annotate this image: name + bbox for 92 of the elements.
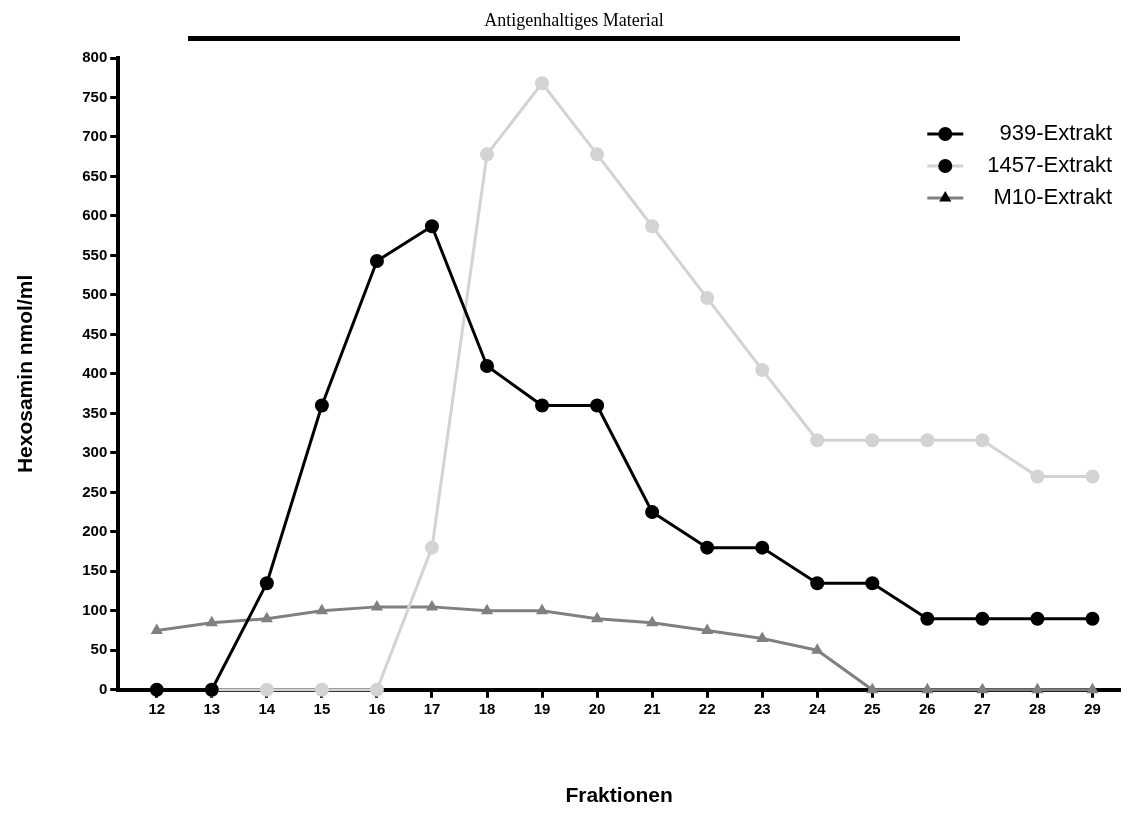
y-tick-label: 350 (82, 403, 108, 421)
point (866, 682, 879, 694)
x-tick-label: 27 (974, 699, 991, 717)
point (480, 147, 495, 162)
y-tick-label: 500 (82, 285, 108, 303)
point (865, 433, 880, 448)
text: Antigenhaltiges Material (484, 9, 664, 30)
point (920, 611, 935, 626)
x-tick-label: 24 (808, 699, 827, 717)
point (810, 433, 825, 448)
point (535, 398, 550, 413)
legend-label: 939-Extrakt (999, 120, 1112, 146)
point (424, 219, 439, 234)
point (480, 603, 494, 615)
legend-label: 1457-Extrakt (987, 152, 1112, 178)
point (755, 540, 770, 555)
y-axis-title: Hexosamin nmol/ml (13, 274, 37, 474)
y-tick-label: 400 (82, 364, 108, 382)
y-tick-label: 750 (82, 87, 108, 105)
point (205, 615, 218, 627)
x-tick-label: 21 (643, 699, 661, 717)
y-tick-label: 250 (82, 482, 108, 500)
point (369, 253, 384, 268)
point (811, 643, 824, 654)
point (976, 682, 989, 694)
y-tick-label: 650 (82, 166, 108, 184)
point (260, 611, 273, 623)
point (314, 682, 329, 697)
x-tick-label: 19 (533, 699, 551, 717)
x-tick-label: 22 (698, 699, 716, 717)
point (314, 398, 329, 413)
x-axis-title: Fraktionen (565, 783, 673, 807)
x-tick-label: 16 (368, 699, 386, 717)
point (480, 359, 495, 373)
x-tick-label: 17 (423, 699, 441, 717)
y-tick-label: 550 (82, 245, 108, 263)
point (865, 576, 880, 591)
point (756, 631, 769, 642)
point (646, 615, 659, 627)
point (700, 291, 715, 306)
x-tick-label: 18 (478, 699, 496, 717)
point (921, 682, 934, 694)
y-tick-label: 150 (82, 561, 108, 579)
y-tick-label: 100 (82, 600, 108, 618)
x-tick-label: 28 (1029, 699, 1046, 717)
point (1031, 682, 1044, 694)
point (370, 599, 383, 611)
point (975, 611, 990, 626)
point (150, 623, 163, 635)
x-tick-label: 12 (148, 699, 166, 717)
point (425, 599, 439, 611)
point (1030, 469, 1045, 484)
point (590, 398, 605, 413)
point (810, 576, 825, 591)
point (975, 433, 990, 448)
y-tick-label: 800 (82, 48, 108, 66)
y-tick-label: 200 (82, 521, 108, 539)
y-tick-label: 0 (98, 679, 108, 697)
point (149, 682, 164, 697)
x-tick-label: 14 (258, 699, 276, 717)
point (1085, 469, 1100, 484)
point (920, 433, 935, 448)
x-tick-label: 13 (203, 699, 221, 717)
point (259, 682, 274, 697)
point (424, 540, 439, 555)
point (645, 219, 660, 234)
point (535, 603, 549, 615)
x-tick-label: 20 (588, 699, 606, 717)
point (645, 505, 660, 520)
point (1030, 611, 1045, 626)
point (369, 682, 384, 697)
point (535, 76, 550, 91)
y-tick-label: 600 (82, 206, 108, 224)
x-tick-label: 26 (919, 699, 936, 717)
point (259, 576, 274, 591)
point (701, 623, 714, 635)
x-tick-label: 23 (753, 699, 771, 717)
y-tick-label: 700 (82, 127, 108, 145)
point (591, 611, 604, 623)
point (590, 147, 605, 162)
point (1086, 682, 1099, 694)
y-tick-label: 450 (82, 324, 108, 342)
point (315, 603, 328, 615)
x-tick-label: 15 (313, 699, 331, 717)
x-tick-label: 25 (863, 699, 881, 717)
point (700, 540, 715, 555)
y-tick-label: 50 (90, 640, 108, 658)
y-tick-label: 300 (82, 443, 108, 461)
x-tick-label: 29 (1084, 699, 1101, 717)
point (1085, 611, 1100, 626)
point (755, 362, 770, 377)
legend-label: M10-Extrakt (993, 184, 1112, 210)
